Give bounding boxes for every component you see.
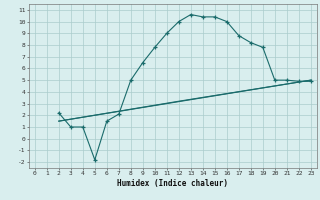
- X-axis label: Humidex (Indice chaleur): Humidex (Indice chaleur): [117, 179, 228, 188]
